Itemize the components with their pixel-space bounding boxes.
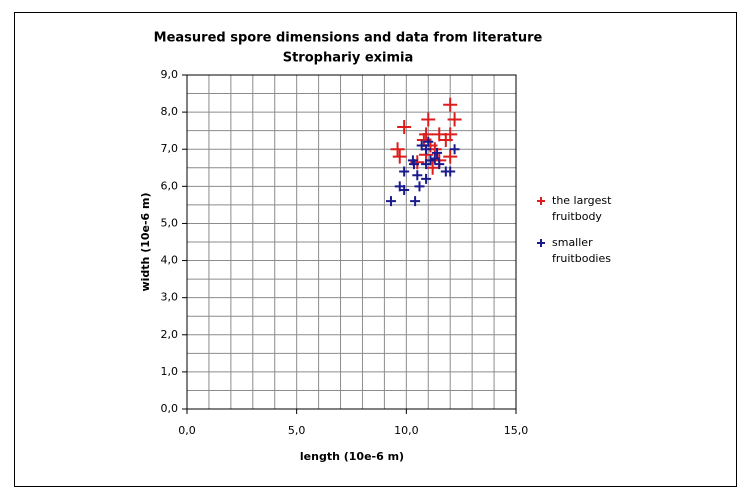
data-point — [429, 153, 440, 164]
data-point — [432, 147, 443, 158]
y-tick-label: 0,0 — [161, 402, 179, 415]
data-point — [410, 196, 421, 207]
data-point — [385, 196, 396, 207]
data-point — [416, 140, 427, 151]
x-tick-label: 5,0 — [288, 424, 306, 437]
data-point — [399, 185, 410, 196]
y-tick-label: 1,0 — [161, 365, 179, 378]
x-tick-label: 10,0 — [394, 424, 419, 437]
data-point — [443, 149, 458, 164]
legend-marker — [537, 239, 545, 247]
data-point — [421, 173, 432, 184]
y-tick-label: 5,0 — [161, 216, 179, 229]
legend-marker — [537, 197, 545, 205]
y-tick-label: 7,0 — [161, 142, 179, 155]
data-point — [438, 132, 453, 147]
data-point — [409, 159, 420, 170]
data-point — [397, 119, 412, 134]
x-tick-label: 15,0 — [504, 424, 529, 437]
chart-border — [14, 12, 737, 487]
data-point — [447, 112, 462, 127]
data-point — [423, 136, 434, 147]
x-tick-label: 0,0 — [178, 424, 196, 437]
data-point — [390, 142, 405, 157]
data-point — [412, 170, 423, 181]
data-point — [445, 166, 456, 177]
y-tick-label: 2,0 — [161, 328, 179, 341]
x-axis-title: length (10e-6 m) — [300, 450, 404, 463]
legend-label: the largest fruitbody — [552, 194, 612, 223]
chart-subtitle: Strophariy eximia — [283, 51, 414, 66]
y-tick-label: 6,0 — [161, 179, 179, 192]
data-point — [443, 97, 458, 112]
data-point — [392, 149, 407, 164]
data-point — [425, 155, 436, 166]
plot-area — [186, 74, 517, 410]
y-tick-label: 8,0 — [161, 105, 179, 118]
legend-label: smaller fruitbodies — [552, 236, 611, 265]
y-axis-title: width (10e-6 m) — [139, 192, 152, 291]
data-point — [421, 112, 436, 127]
y-tick-label: 3,0 — [161, 291, 179, 304]
data-point — [434, 159, 445, 170]
data-point — [399, 166, 410, 177]
chart-title: Measured spore dimensions and data from … — [154, 31, 543, 46]
data-point — [414, 181, 425, 192]
y-tick-label: 4,0 — [161, 254, 179, 267]
data-point — [425, 160, 440, 175]
y-tick-label: 9,0 — [161, 68, 179, 81]
data-point — [449, 144, 460, 155]
